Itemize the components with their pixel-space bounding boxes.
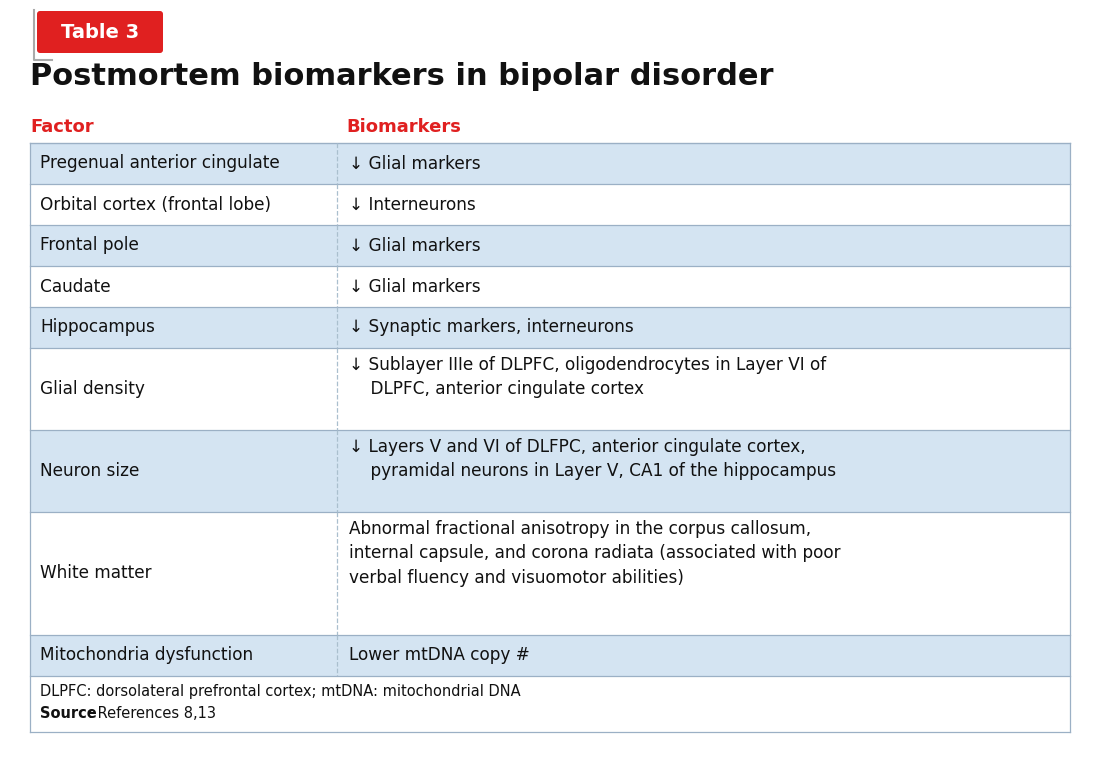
Text: Lower mtDNA copy #: Lower mtDNA copy # [349,647,529,664]
Text: : References 8,13: : References 8,13 [88,706,216,721]
Bar [30,676,1070,732]
Text: DLPFC: dorsolateral prefrontal cortex; mtDNA: mitochondrial DNA: DLPFC: dorsolateral prefrontal cortex; m… [40,684,520,699]
Text: ↓ Glial markers: ↓ Glial markers [349,237,481,254]
Bar [30,143,1070,184]
Text: Caudate: Caudate [40,278,111,295]
Text: Mitochondria dysfunction: Mitochondria dysfunction [40,647,253,664]
Text: Pregenual anterior cingulate: Pregenual anterior cingulate [40,154,279,173]
Text: Table 3: Table 3 [60,23,139,42]
Text: Biomarkers: Biomarkers [346,118,462,136]
Bar [30,348,1070,430]
Text: Glial density: Glial density [40,380,145,398]
Text: Hippocampus: Hippocampus [40,319,155,336]
Bar [30,430,1070,512]
Bar [30,184,1070,225]
Text: ↓ Sublayer IIIe of DLPFC, oligodendrocytes in Layer VI of
    DLPFC, anterior ci: ↓ Sublayer IIIe of DLPFC, oligodendrocyt… [349,356,826,398]
Text: ↓ Interneurons: ↓ Interneurons [349,196,475,214]
Text: Neuron size: Neuron size [40,462,140,480]
Text: Frontal pole: Frontal pole [40,237,139,254]
FancyBboxPatch shape [37,11,163,53]
Text: Orbital cortex (frontal lobe): Orbital cortex (frontal lobe) [40,196,271,214]
Text: Postmortem biomarkers in bipolar disorder: Postmortem biomarkers in bipolar disorde… [30,62,773,91]
Bar [30,266,1070,307]
Bar [30,635,1070,676]
Text: ↓ Glial markers: ↓ Glial markers [349,278,481,295]
Text: ↓ Layers V and VI of DLFPC, anterior cingulate cortex,
    pyramidal neurons in : ↓ Layers V and VI of DLFPC, anterior cin… [349,438,836,480]
Text: ↓ Glial markers: ↓ Glial markers [349,154,481,173]
Text: White matter: White matter [40,565,152,582]
Bar [30,307,1070,348]
Text: ↓ Synaptic markers, interneurons: ↓ Synaptic markers, interneurons [349,319,634,336]
Bar [30,225,1070,266]
Text: Factor: Factor [30,118,94,136]
Text: Source: Source [40,706,97,721]
Text: Abnormal fractional anisotropy in the corpus callosum,
internal capsule, and cor: Abnormal fractional anisotropy in the co… [349,520,840,587]
Bar [30,512,1070,635]
